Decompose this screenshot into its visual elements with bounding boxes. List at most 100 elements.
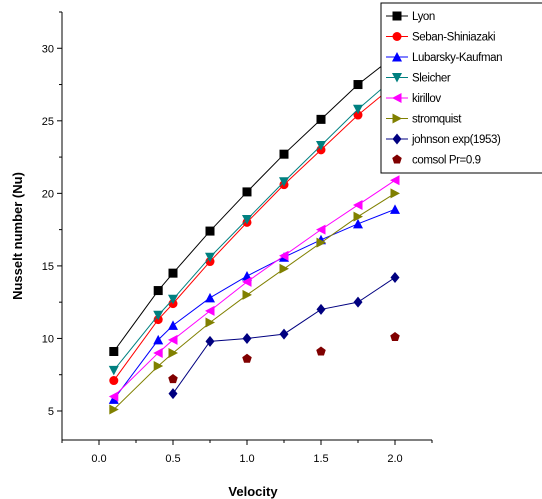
data-point — [353, 211, 363, 222]
data-point — [153, 310, 164, 321]
data-point — [205, 252, 215, 263]
data-point — [279, 149, 289, 159]
x-tick-label: 1.0 — [239, 453, 254, 465]
data-point — [168, 268, 178, 278]
data-point — [316, 237, 326, 248]
data-point — [168, 347, 178, 358]
data-point — [205, 226, 215, 236]
legend-marker — [392, 133, 402, 145]
series-line — [113, 208, 396, 400]
series-6 — [168, 272, 400, 400]
y-tick-label: 30 — [42, 43, 54, 55]
legend-marker — [392, 11, 402, 21]
legend-marker — [392, 93, 402, 103]
data-point — [242, 289, 252, 300]
legend-label: Sleicher — [412, 73, 451, 85]
legend-item: Lubarsky-Kaufman — [386, 52, 503, 64]
legend-box — [380, 2, 542, 174]
legend: Lyon Seban-Shiniazaki Lubarsky-Kaufman Slei… — [380, 2, 542, 174]
x-axis-title: Velocity — [228, 484, 278, 499]
series-line — [113, 55, 396, 352]
data-point — [353, 218, 363, 229]
legend-marker — [392, 154, 402, 164]
series-line — [113, 76, 396, 371]
data-point — [109, 346, 119, 356]
data-point — [390, 175, 400, 186]
legend-item: stromquist — [386, 113, 463, 126]
series-3 — [108, 72, 400, 376]
legend-label: johnson exp(1953) — [411, 134, 501, 146]
data-point — [353, 296, 363, 308]
y-tick-label: 25 — [42, 116, 54, 128]
series-5 — [109, 188, 400, 415]
data-point — [353, 80, 363, 90]
data-point — [242, 332, 252, 344]
data-point — [353, 199, 363, 210]
data-point — [168, 334, 178, 345]
data-point — [390, 188, 400, 199]
data-point — [353, 104, 363, 115]
legend-marker — [392, 52, 402, 62]
data-point — [316, 303, 326, 315]
data-point — [279, 177, 289, 187]
data-point — [279, 250, 289, 261]
data-point — [168, 374, 178, 384]
legend-item: Seban-Shiniazaki — [386, 32, 496, 44]
legend-item: comsol Pr=0.9 — [392, 154, 481, 167]
data-point — [168, 388, 178, 400]
y-tick-label: 10 — [42, 333, 54, 345]
data-point — [168, 294, 178, 305]
data-point — [390, 204, 400, 214]
data-point — [242, 187, 252, 197]
data-point — [108, 365, 119, 376]
data-point — [205, 317, 215, 328]
data-point — [153, 334, 164, 345]
data-point — [390, 331, 400, 342]
legend-marker — [392, 73, 402, 83]
data-point — [168, 320, 178, 330]
series-1 — [109, 80, 400, 386]
series-line — [113, 84, 396, 381]
data-point — [242, 214, 252, 225]
data-point — [242, 353, 252, 363]
y-tick-label: 15 — [42, 261, 54, 273]
legend-label: Lubarsky-Kaufman — [412, 52, 502, 64]
series-2 — [108, 204, 400, 404]
legend-item: Lyon — [386, 11, 435, 23]
data-point — [108, 394, 119, 404]
legend-item: johnson exp(1953) — [386, 133, 501, 146]
y-tick-label: 20 — [42, 188, 54, 200]
data-point — [390, 272, 400, 284]
data-point — [153, 286, 163, 296]
data-point — [316, 346, 326, 356]
x-tick-label: 2.0 — [387, 453, 402, 465]
x-tick-label: 1.5 — [313, 453, 328, 465]
series-4 — [108, 175, 400, 402]
legend-item: Sleicher — [386, 73, 451, 85]
data-point — [108, 391, 119, 402]
data-point — [279, 263, 289, 274]
data-point — [242, 276, 252, 287]
y-tick-label: 5 — [48, 406, 54, 418]
data-point — [316, 224, 326, 235]
data-point — [205, 305, 215, 316]
data-point — [279, 328, 289, 340]
data-point — [353, 110, 363, 120]
data-point — [205, 335, 215, 347]
data-point — [316, 114, 326, 124]
y-axis-title: Nusselt number (Nu) — [10, 172, 25, 300]
legend-item: kirillov — [386, 93, 442, 105]
legend-label: comsol Pr=0.9 — [412, 155, 481, 167]
x-tick-label: 0.5 — [165, 453, 180, 465]
data-point — [109, 376, 119, 386]
legend-label: Seban-Shiniazaki — [412, 32, 495, 44]
x-tick-label: 0.0 — [91, 453, 106, 465]
legend-label: kirillov — [412, 93, 441, 105]
legend-marker — [392, 113, 402, 124]
data-point — [316, 140, 326, 151]
series-7 — [168, 331, 400, 384]
plot-series — [108, 51, 400, 415]
data-point — [109, 404, 119, 415]
